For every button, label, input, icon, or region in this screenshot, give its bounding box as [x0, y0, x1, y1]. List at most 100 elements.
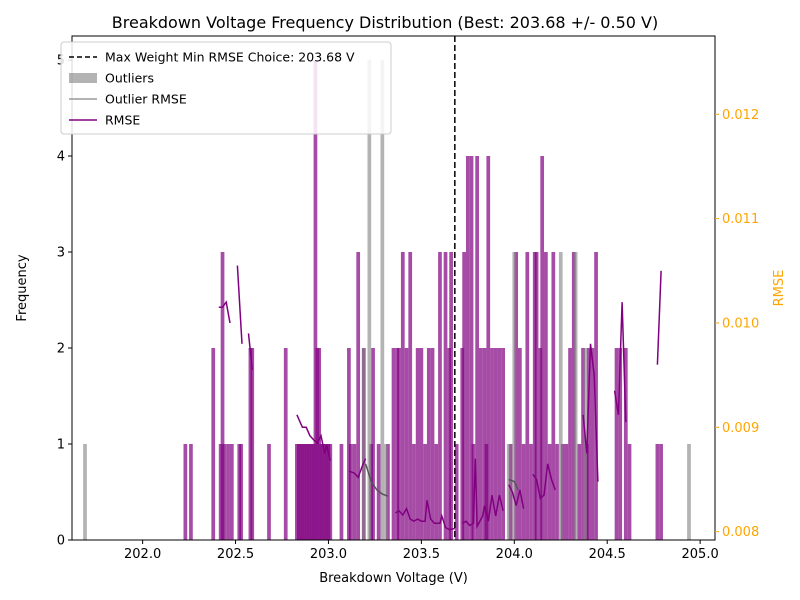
- y2-tick-label: 0.009: [722, 421, 759, 436]
- bar-selected: [371, 348, 375, 540]
- bar-selected: [397, 348, 401, 540]
- bar-selected: [356, 252, 361, 540]
- legend-label: Outlier RMSE: [105, 92, 187, 107]
- x-tick-label: 204.0: [496, 547, 533, 562]
- bar-selected: [655, 444, 660, 540]
- bar-selected: [514, 252, 519, 540]
- rmse-line: [395, 500, 455, 531]
- bar-selected: [430, 348, 435, 540]
- bar-outlier: [367, 60, 372, 540]
- bar-selected: [211, 348, 216, 540]
- bar-selected: [419, 348, 424, 540]
- bar-selected: [222, 444, 227, 540]
- y-tick-label: 1: [57, 438, 65, 453]
- bar-selected: [547, 444, 552, 540]
- bar-selected: [469, 156, 474, 540]
- bar-selected: [267, 444, 271, 540]
- rmse-line: [656, 270, 662, 365]
- bar-selected: [454, 444, 459, 540]
- x-tick-label: 203.5: [403, 547, 440, 562]
- bar-selected: [239, 444, 243, 540]
- bar-selected: [348, 444, 353, 540]
- rmse-line: [508, 484, 525, 509]
- bar-selected: [295, 444, 299, 540]
- bar-selected: [434, 444, 439, 540]
- bar-selected: [529, 444, 533, 540]
- bar-outlier: [83, 444, 87, 540]
- legend-swatch-outliers: [69, 73, 97, 83]
- bar-selected: [395, 348, 400, 540]
- legend-label: Max Weight Min RMSE Choice: 203.68 V: [105, 50, 355, 65]
- x-tick-label: 204.5: [589, 547, 626, 562]
- bar-selected: [189, 444, 193, 540]
- rmse-line: [532, 463, 556, 500]
- y-tick-label: 4: [57, 150, 65, 165]
- rmse-line: [348, 458, 367, 479]
- bar-selected: [462, 252, 466, 540]
- bar-selected: [568, 348, 572, 540]
- plot-frame: [71, 35, 716, 541]
- bar-selected: [623, 348, 628, 540]
- bar-selected: [555, 444, 559, 540]
- bar-selected: [183, 444, 188, 540]
- bar-outlier: [558, 252, 563, 540]
- bar-selected: [525, 252, 530, 540]
- bar-selected: [518, 348, 522, 540]
- bar-selected: [475, 156, 479, 540]
- outlier-rmse-line: [508, 478, 519, 491]
- bar-selected: [423, 444, 427, 540]
- bar-outlier: [361, 348, 366, 540]
- bar-selected: [438, 252, 442, 540]
- x-axis-label: Breakdown Voltage (V): [319, 571, 468, 586]
- rmse-line: [461, 458, 504, 530]
- y-tick-label: 2: [57, 342, 65, 357]
- bar-outlier: [506, 444, 511, 540]
- bar-selected: [220, 252, 225, 540]
- y-axis-label: Frequency: [15, 254, 30, 321]
- bar-selected: [404, 348, 409, 540]
- bar-selected: [339, 444, 344, 540]
- chart-title: Breakdown Voltage Frequency Distribution…: [112, 13, 658, 32]
- bar-selected: [400, 252, 405, 540]
- bar-outlier: [583, 348, 587, 540]
- bar-selected: [594, 252, 598, 540]
- bar-selected: [322, 444, 327, 540]
- y-tick-label: 3: [57, 246, 65, 261]
- bar-selected: [283, 348, 288, 540]
- bar-selected: [465, 156, 470, 540]
- legend: Max Weight Min RMSE Choice: 203.68 V Outl…: [60, 41, 392, 135]
- legend-box: [60, 41, 392, 135]
- y-tick-label: 0: [57, 534, 65, 549]
- bar-outlier: [512, 252, 517, 540]
- bar-selected: [352, 444, 357, 540]
- bar-selected: [412, 444, 416, 540]
- x-tick-label: 203.0: [310, 547, 347, 562]
- y2-tick-label: 0.010: [722, 316, 759, 331]
- bar-selected: [501, 348, 506, 540]
- bar-selected: [551, 252, 556, 540]
- bar-selected: [532, 252, 537, 540]
- bar-selected: [493, 348, 498, 540]
- bar-selected: [315, 348, 320, 540]
- bar-selected: [478, 348, 483, 540]
- rmse-line: [296, 414, 332, 461]
- bar-outlier: [380, 60, 385, 540]
- x-tick-label: 205.0: [682, 547, 719, 562]
- bar-outlier: [384, 444, 388, 540]
- bar-selected: [544, 252, 548, 540]
- bar-selected: [302, 444, 307, 540]
- rmse-line: [613, 302, 627, 423]
- rmse-lines-layer: [218, 36, 662, 540]
- bar-selected: [408, 252, 413, 540]
- bar-selected: [564, 444, 569, 540]
- bar-selected: [614, 348, 619, 540]
- bar-selected: [627, 444, 632, 540]
- bar-selected: [482, 348, 487, 540]
- rmse-line: [218, 300, 231, 324]
- bar-selected: [328, 444, 333, 540]
- bar-selected: [229, 444, 234, 540]
- outlier-rmse-line: [364, 463, 389, 497]
- bar-selected: [497, 348, 502, 540]
- bar-selected: [590, 348, 595, 540]
